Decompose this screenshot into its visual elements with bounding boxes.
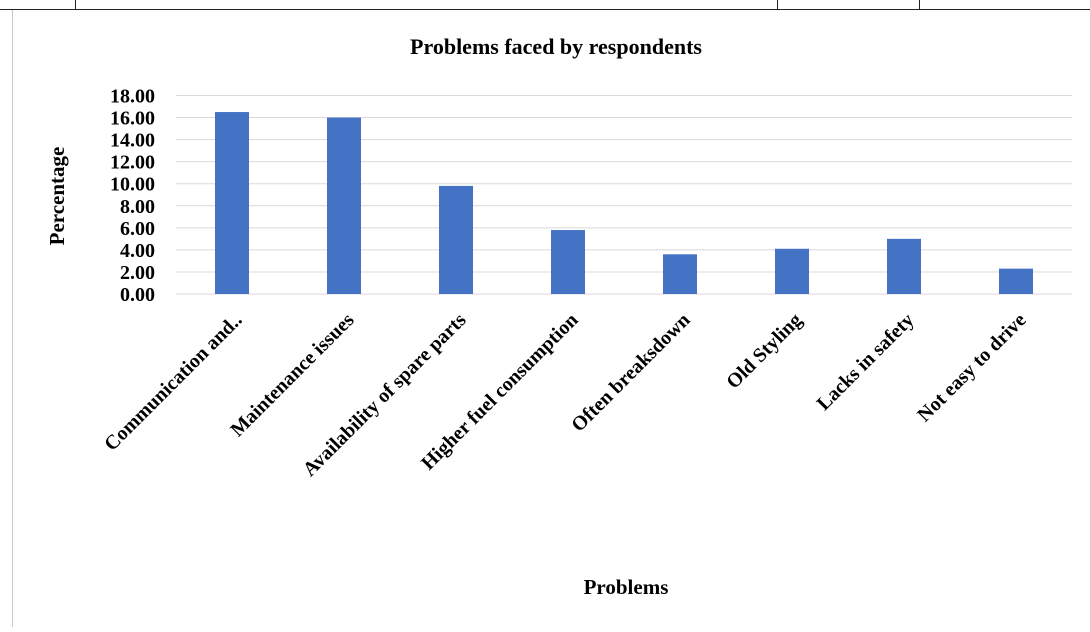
table-cell-divider [919,0,920,9]
x-tick-label: Maintenance issues [226,309,358,441]
page-left-edge [12,10,13,627]
table-border-top [0,9,1090,10]
x-axis-ticks: Communication and..Maintenance issuesAva… [100,309,1030,481]
y-tick-label: 10.00 [110,174,155,196]
bar [215,112,249,295]
x-axis-label: Problems [584,575,669,599]
bar [327,117,361,294]
x-tick-label: Lacks in safety [813,309,919,415]
table-cell-divider [777,0,778,9]
gridlines [176,95,1072,295]
y-tick-label: 16.00 [110,108,155,130]
bar [439,185,473,294]
y-tick-label: 18.00 [110,86,155,108]
y-tick-label: 12.00 [110,152,155,174]
y-axis-label: Percentage [45,147,69,246]
bar [663,254,697,294]
x-tick-label: Old Styling [722,309,806,393]
chart-title: Problems faced by respondents [410,34,702,59]
y-tick-label: 6.00 [120,218,155,240]
y-tick-label: 8.00 [120,196,155,218]
bar [551,230,585,294]
table-cell-divider [75,0,76,9]
y-tick-label: 0.00 [120,284,155,306]
x-tick-label: Often breaksdown [567,309,694,436]
y-tick-label: 4.00 [120,240,155,262]
bars [215,112,1033,295]
y-tick-label: 2.00 [120,262,155,284]
x-tick-label: Communication and.. [100,309,246,455]
y-axis-ticks: 0.002.004.006.008.0010.0012.0014.0016.00… [110,86,155,307]
x-tick-label: Not easy to drive [913,309,1030,426]
bar [775,248,809,294]
bar [887,238,921,294]
bar [999,268,1033,294]
y-tick-label: 14.00 [110,130,155,152]
